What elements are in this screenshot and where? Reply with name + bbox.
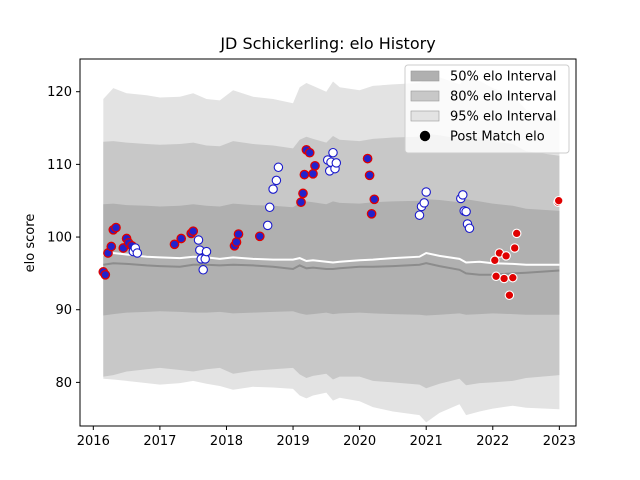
post-match-elo-point-win [176,233,187,244]
post-match-elo-point-loss [201,246,212,257]
post-match-elo-point-win [362,153,373,164]
legend-swatch-1 [410,90,440,102]
post-match-elo-point-win [106,241,117,252]
post-match-elo-point-win [296,197,306,208]
post-match-elo-point-loss [331,158,342,168]
y-axis-label: elo score [23,214,38,273]
x-tick-label: 2019 [277,434,310,449]
post-match-elo-point-loss [328,147,338,158]
post-match-elo-point-win [254,231,265,242]
post-match-elo-point-loss [421,187,431,197]
post-match-elo-point-win [364,170,375,181]
axes: 2016 2017 2018 2019 2020 2021 2022 2023 80 90 100 1… [47,58,577,449]
post-match-elo-point-win [188,226,199,237]
post-match-elo-point-win [299,169,310,180]
post-match-elo-point-loss [262,220,273,231]
post-match-elo-point-loss [414,210,425,220]
axes-frame [79,58,577,427]
post-match-elo-point-win [369,194,380,205]
x-tick-label: 2022 [476,434,509,449]
post-match-elo-point-recent [499,273,509,284]
post-match-elo-point-win [298,188,308,199]
post-match-elo-point-win [308,168,318,179]
legend-label-0: 50% elo Interval [450,70,557,85]
post-match-elo-point-loss [193,235,204,245]
post-match-elo-point-win [366,208,377,219]
legend-label-2: 95% elo Interval [450,110,557,125]
legend-marker-3 [419,130,431,142]
post-match-elo-point-loss [458,190,468,200]
y-tick-label: 90 [55,303,72,318]
post-match-elo-point-loss [132,248,143,258]
chart-title: JD Schickerling: elo History [219,34,435,53]
band-50-interval [103,199,560,316]
post-match-elo-point-win [233,229,244,239]
post-match-elo-point-loss [264,202,275,213]
x-tick-label: 2023 [543,434,576,449]
y-tick-label: 120 [47,85,72,100]
post-match-elo-point-loss [198,265,208,275]
x-tick-label: 2017 [143,434,176,449]
post-match-elo-point-loss [461,206,471,217]
post-match-elo-point-win [111,222,121,233]
post-match-elo-point-loss [273,162,284,173]
post-match-elo-point-win [100,269,111,280]
post-match-elo-point-recent [504,290,515,300]
plot-area [98,77,564,423]
x-tick-label: 2020 [343,434,376,449]
post-match-elo-point-loss [268,184,278,194]
x-tick-label: 2016 [77,434,110,449]
legend-swatch-2 [410,110,440,122]
post-match-elo-point-loss [464,223,475,234]
post-match-elo-point-win [169,239,180,250]
legend: 50% elo Interval 80% elo Interval 95% elo … [404,64,570,154]
post-match-elo-point-recent [491,271,501,282]
post-match-elo-point-recent [553,195,564,206]
x-tick-label: 2018 [210,434,243,449]
legend-box [404,64,570,154]
post-match-elo-point-recent [509,243,520,253]
mean-elo-line [103,262,560,276]
post-match-elo-point-loss [271,175,282,186]
legend-swatch-0 [410,70,440,82]
post-match-elo-point-win [310,160,320,171]
post-match-elo-point-loss [419,198,429,208]
x-tick-label: 2021 [410,434,443,449]
post-match-elo-point-recent [490,255,500,266]
legend-label-3: Post Match elo [450,130,545,145]
post-match-elo-point-recent [508,272,518,283]
post-match-elo-point-recent [501,251,511,261]
legend-label-1: 80% elo Interval [450,90,557,105]
post-match-elo-point-recent [511,228,522,239]
y-tick-label: 100 [47,231,72,246]
y-tick-label: 110 [47,158,72,173]
post-match-elo-point-win [304,147,315,158]
median-elo-line [103,251,560,266]
post-match-elo-point-win [231,237,242,247]
y-tick-label: 80 [55,376,72,391]
